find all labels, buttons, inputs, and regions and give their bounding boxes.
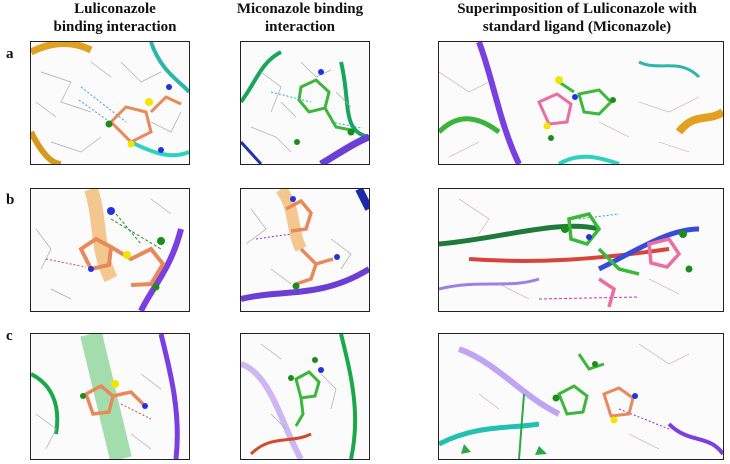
column-header-miconazole: Miconazole binding interaction	[230, 0, 370, 36]
docking-image-c-luliconazole	[31, 334, 180, 459]
docking-image-c-superimposition	[439, 343, 723, 459]
row-label-c: c	[6, 328, 13, 344]
docking-image-c-miconazole	[241, 334, 358, 459]
docking-image-b-superimposition	[439, 198, 700, 308]
panel-a-miconazole	[240, 41, 370, 165]
column-header-miconazole-line2: interaction	[265, 19, 335, 35]
panel-c-luliconazole	[30, 333, 190, 460]
panel-a-superimposition	[438, 41, 724, 165]
panel-b-superimposition	[438, 188, 724, 312]
column-header-superimposition-line1: Superimposition of Luliconazole with	[457, 1, 697, 17]
docking-image-b-luliconazole	[35, 189, 184, 311]
row-label-a: a	[6, 46, 14, 62]
column-header-luliconazole-line1: Luliconazole	[74, 1, 156, 17]
column-header-superimposition: Superimposition of Luliconazole with sta…	[432, 0, 722, 36]
panel-b-luliconazole	[30, 188, 190, 312]
column-header-superimposition-line2: standard ligand (Miconazole)	[482, 19, 672, 35]
panel-c-superimposition	[438, 333, 724, 460]
column-header-miconazole-line1: Miconazole binding	[236, 1, 364, 17]
docking-image-b-miconazole	[241, 189, 369, 302]
row-label-b: b	[6, 192, 15, 208]
docking-image-a-miconazole	[241, 50, 369, 164]
panel-c-miconazole	[240, 333, 370, 460]
docking-image-a-superimposition	[439, 42, 723, 164]
column-header-luliconazole-line2: binding interaction	[53, 19, 177, 35]
column-header-luliconazole: Luliconazole binding interaction	[40, 0, 190, 36]
docking-image-a-luliconazole	[31, 42, 189, 164]
panel-a-luliconazole	[30, 41, 190, 165]
panel-b-miconazole	[240, 188, 370, 312]
